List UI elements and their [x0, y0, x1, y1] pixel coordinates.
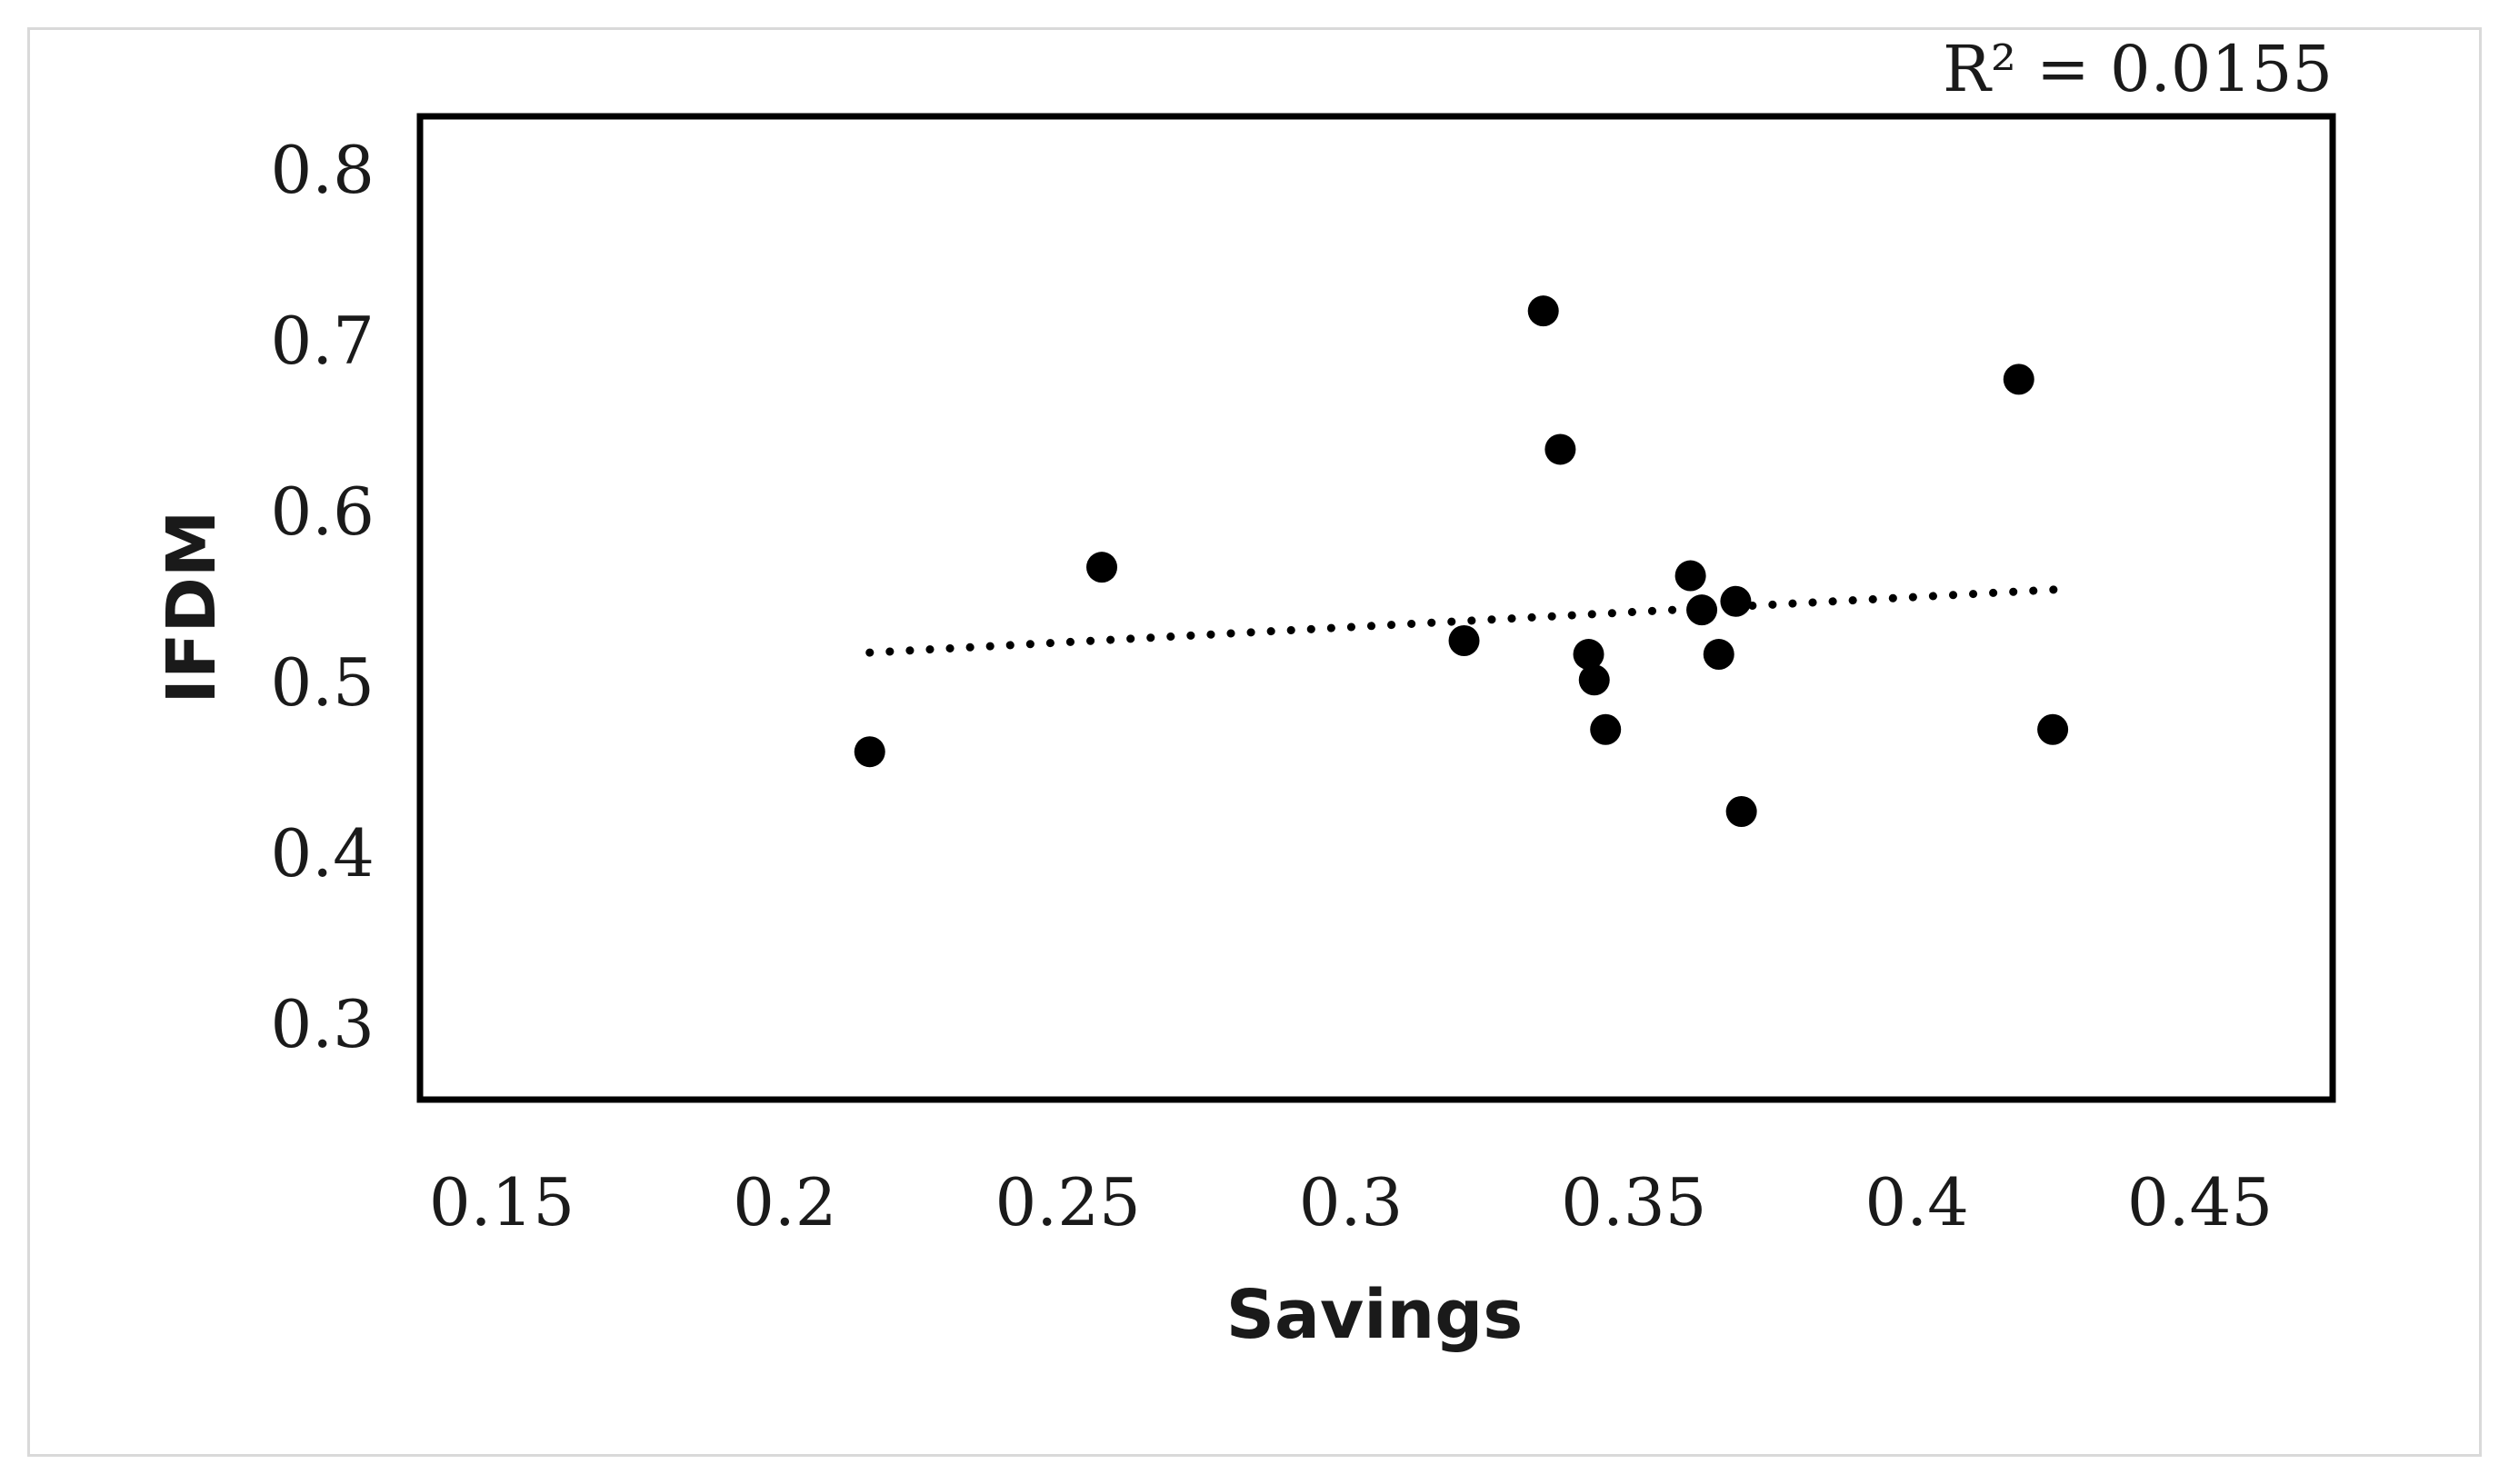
r-squared-annotation: R² = 0.0155 — [1943, 32, 2333, 106]
x-tick-label: 0.4 — [1864, 1164, 1969, 1240]
x-tick-label: 0.45 — [2127, 1164, 2273, 1240]
data-point — [1686, 594, 1718, 626]
trendline-group — [865, 585, 2063, 657]
data-point — [1578, 664, 1610, 696]
x-tick-labels: 0.15 0.2 0.25 0.3 0.35 0.4 0.45 — [429, 1164, 2273, 1240]
data-points — [854, 295, 2069, 827]
data-point — [1448, 625, 1480, 656]
x-axis-title: Savings — [1226, 1276, 1524, 1354]
data-point — [1720, 585, 1752, 617]
trendline — [865, 585, 2063, 657]
x-tick-label: 0.3 — [1299, 1164, 1404, 1240]
y-axis-title: IFDM — [153, 510, 231, 703]
data-point — [2003, 364, 2034, 395]
x-tick-label: 0.25 — [995, 1164, 1141, 1240]
data-point — [1086, 552, 1118, 583]
y-tick-label: 0.6 — [270, 473, 375, 550]
y-tick-label: 0.3 — [270, 986, 375, 1062]
data-point — [854, 736, 885, 768]
data-point — [1674, 560, 1706, 592]
y-tick-label: 0.4 — [270, 815, 375, 891]
plot-area-frame — [416, 113, 2336, 1103]
data-point — [1544, 433, 1576, 465]
x-tick-label: 0.2 — [733, 1164, 837, 1240]
y-tick-label: 0.7 — [270, 303, 375, 379]
x-tick-label: 0.15 — [429, 1164, 575, 1240]
data-point — [1703, 639, 1734, 671]
y-tick-label: 0.8 — [270, 132, 375, 208]
figure-frame — [27, 27, 2482, 1457]
data-point — [1527, 295, 1559, 327]
y-tick-labels: 0.8 0.7 0.6 0.5 0.4 0.3 — [270, 132, 375, 1062]
y-tick-label: 0.5 — [270, 644, 375, 721]
data-point — [1590, 713, 1622, 745]
data-point — [1573, 639, 1604, 671]
data-point — [1725, 796, 1757, 827]
data-point — [2037, 713, 2069, 745]
x-tick-label: 0.35 — [1561, 1164, 1706, 1240]
